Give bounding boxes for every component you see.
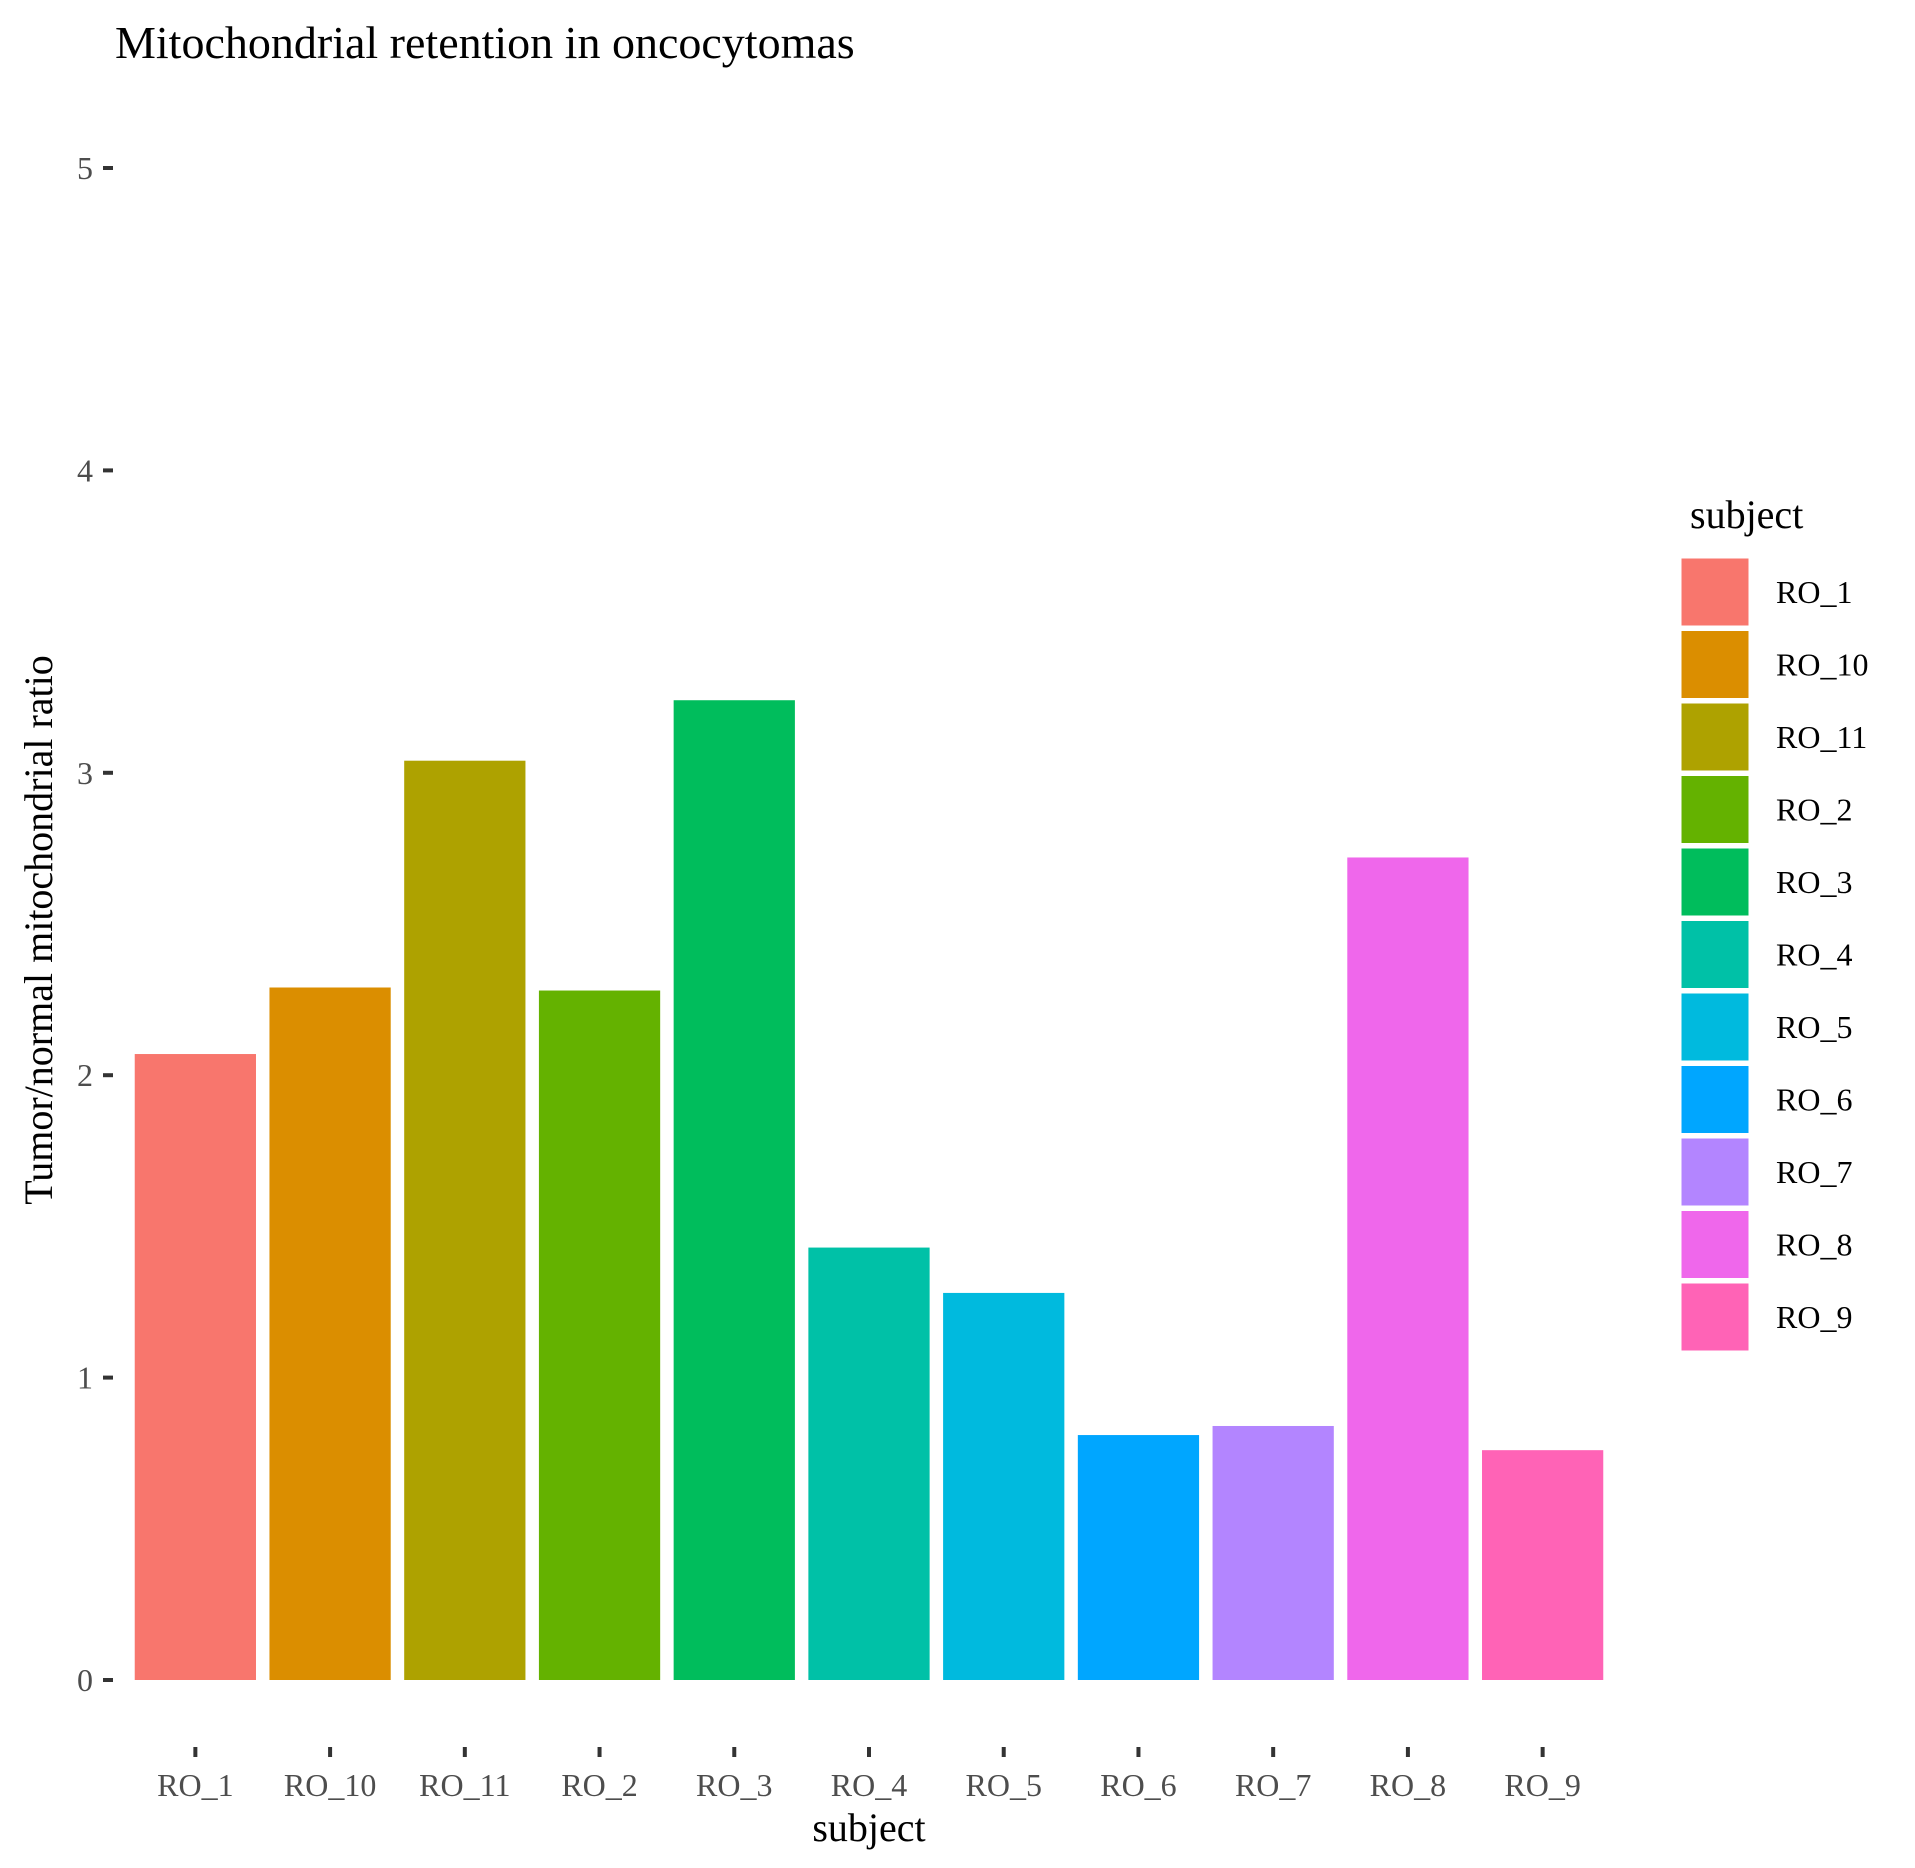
- bar-ro-9: [1482, 1450, 1604, 1680]
- legend-title: subject: [1690, 492, 1803, 537]
- legend-key-ro-6: [1678, 1063, 1752, 1136]
- legend-key-ro-4: [1678, 918, 1752, 991]
- y-tick-label: 1: [77, 1360, 93, 1396]
- y-axis-title: Tumor/normal mitochondrial ratio: [16, 655, 61, 1205]
- bar-ro-4: [808, 1247, 930, 1680]
- legend-key-ro-5: [1678, 990, 1752, 1064]
- bars: [134, 700, 1604, 1680]
- x-tick-label: RO_11: [419, 1767, 510, 1803]
- bar-ro-1: [134, 1054, 256, 1680]
- bar-ro-7: [1212, 1425, 1334, 1680]
- y-tick-label: 4: [77, 452, 93, 488]
- legend-label: RO_3: [1776, 864, 1852, 900]
- y-tick-label: 3: [77, 755, 93, 791]
- legend-key-ro-2: [1678, 773, 1752, 846]
- chart-title: Mitochondrial retention in oncocytomas: [115, 17, 855, 68]
- x-tick-label: RO_3: [696, 1767, 772, 1803]
- bar-ro-8: [1347, 857, 1469, 1680]
- legend-label: RO_8: [1776, 1227, 1852, 1263]
- x-tick-label: RO_10: [284, 1767, 376, 1803]
- legend-key-ro-9: [1678, 1280, 1752, 1354]
- x-tick-label: RO_2: [561, 1767, 637, 1803]
- legend: subject RO_1RO_10RO_11RO_2RO_3RO_4RO_5RO…: [1678, 492, 1868, 1354]
- legend-key-ro-1: [1678, 555, 1752, 629]
- x-tick-label: RO_9: [1504, 1767, 1580, 1803]
- x-tick-label: RO_5: [966, 1767, 1042, 1803]
- x-tick-label: RO_8: [1370, 1767, 1446, 1803]
- bar-ro-5: [943, 1292, 1065, 1680]
- legend-label: RO_11: [1776, 719, 1867, 755]
- y-tick-label: 0: [77, 1662, 93, 1698]
- legend-label: RO_1: [1776, 574, 1852, 610]
- legend-key-ro-3: [1678, 845, 1752, 919]
- bar-ro-6: [1077, 1435, 1200, 1680]
- legend-label: RO_10: [1776, 647, 1868, 683]
- x-tick-label: RO_6: [1100, 1767, 1176, 1803]
- legend-label: RO_5: [1776, 1009, 1852, 1045]
- x-axis: RO_1 RO_10 RO_11 RO_2 RO_3 RO_4 RO_5 RO_6 RO_7 RO…: [157, 1747, 1581, 1803]
- legend-label: RO_4: [1776, 937, 1852, 973]
- bar-ro-2: [538, 990, 661, 1680]
- y-axis: 0 1 2 3 4 5: [77, 150, 113, 1698]
- legend-key-ro-7: [1678, 1135, 1752, 1209]
- bar-ro-3: [673, 700, 795, 1680]
- x-tick-label: RO_7: [1235, 1767, 1311, 1803]
- x-tick-label: RO_1: [157, 1767, 233, 1803]
- x-tick-label: RO_4: [831, 1767, 907, 1803]
- legend-label: RO_9: [1776, 1299, 1852, 1335]
- legend-items: RO_1 RO_10 RO_11 RO_2 RO_3 RO_4 RO_5 RO_6 RO_7 RO…: [1678, 555, 1868, 1354]
- legend-label: RO_6: [1776, 1082, 1852, 1118]
- bar-ro-11: [404, 760, 526, 1680]
- legend-key-ro-11: [1678, 700, 1752, 774]
- x-axis-title: subject: [812, 1805, 925, 1850]
- legend-label: RO_2: [1776, 792, 1852, 828]
- y-tick-label: 5: [77, 150, 93, 186]
- y-tick-label: 2: [77, 1057, 93, 1093]
- bar-ro-10: [269, 987, 391, 1680]
- legend-key-ro-10: [1678, 628, 1752, 701]
- legend-label: RO_7: [1776, 1154, 1852, 1190]
- legend-key-ro-8: [1678, 1208, 1752, 1281]
